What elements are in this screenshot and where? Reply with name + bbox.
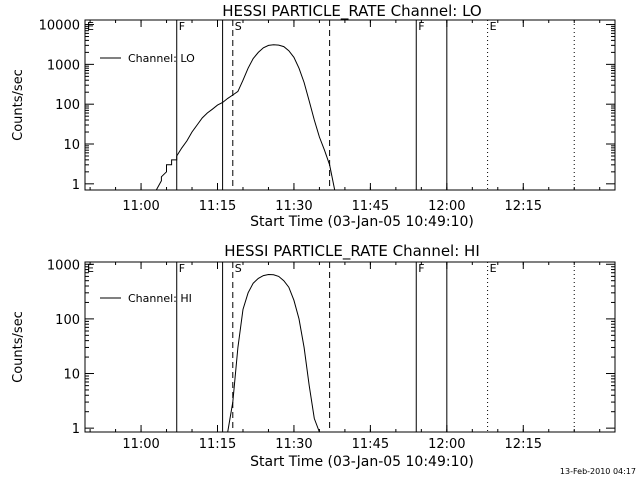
event-marker-label: F	[418, 262, 424, 275]
chart-panel-hi: HESSI PARTICLE_RATE Channel: HI 11:00 11:1…	[11, 242, 616, 470]
chart-title: HESSI PARTICLE_RATE Channel: LO	[222, 2, 481, 21]
event-marker-label: E	[490, 262, 497, 275]
plot-frame	[84, 261, 616, 433]
x-tick-label: 11:00	[122, 199, 159, 214]
x-tick-label: 11:15	[199, 437, 236, 452]
chart-title: HESSI PARTICLE_RATE Channel: HI	[224, 242, 480, 261]
event-marker-label: E	[87, 20, 94, 33]
x-tick-label: 11:00	[122, 437, 159, 452]
series-line-0	[227, 273, 320, 433]
x-tick-label: 11:45	[352, 199, 389, 214]
x-tick-label: 12:00	[428, 437, 465, 452]
y-tick-label: 10	[63, 368, 80, 383]
event-marker-label: F	[179, 20, 185, 33]
event-marker-label: F	[179, 262, 185, 275]
y-tick-label: 10000	[39, 19, 80, 34]
y-tick-label: 100	[55, 98, 80, 113]
event-marker-label: S	[235, 20, 242, 33]
x-axis-label: Start Time (03-Jan-05 10:49:10)	[250, 214, 474, 230]
x-tick-label: 11:45	[352, 437, 389, 452]
plot-timestamp: 13-Feb-2010 04:17	[560, 467, 636, 476]
x-tick-label: 12:15	[505, 199, 542, 214]
x-tick-label: 11:15	[199, 199, 236, 214]
y-tick-label: 10	[63, 138, 80, 153]
y-tick-label: 1000	[47, 58, 80, 73]
x-tick-label: 12:00	[428, 199, 465, 214]
y-axis-label: Counts/sec	[11, 69, 26, 141]
event-marker-label: S	[235, 262, 242, 275]
chart-panel-lo: HESSI PARTICLE_RATE Channel: LO 11:00 11:1…	[11, 2, 616, 230]
event-marker-label: F	[418, 20, 424, 33]
y-tick-label: 1000	[47, 258, 80, 273]
x-axis-label: Start Time (03-Jan-05 10:49:10)	[250, 454, 474, 470]
legend-label: Channel: LO	[128, 52, 195, 65]
x-tick-label: 11:30	[275, 199, 312, 214]
y-tick-label: 1	[72, 422, 80, 437]
x-tick-label: 11:30	[275, 437, 312, 452]
y-axis-label: Counts/sec	[11, 311, 26, 383]
event-marker-label: E	[87, 262, 94, 275]
event-marker-label: E	[490, 20, 497, 33]
plot-frame	[84, 19, 616, 191]
y-tick-label: 100	[55, 313, 80, 328]
x-tick-label: 12:15	[505, 437, 542, 452]
series-line-0	[155, 44, 336, 191]
y-tick-label: 1	[72, 178, 80, 193]
legend-label: Channel: HI	[128, 292, 192, 305]
